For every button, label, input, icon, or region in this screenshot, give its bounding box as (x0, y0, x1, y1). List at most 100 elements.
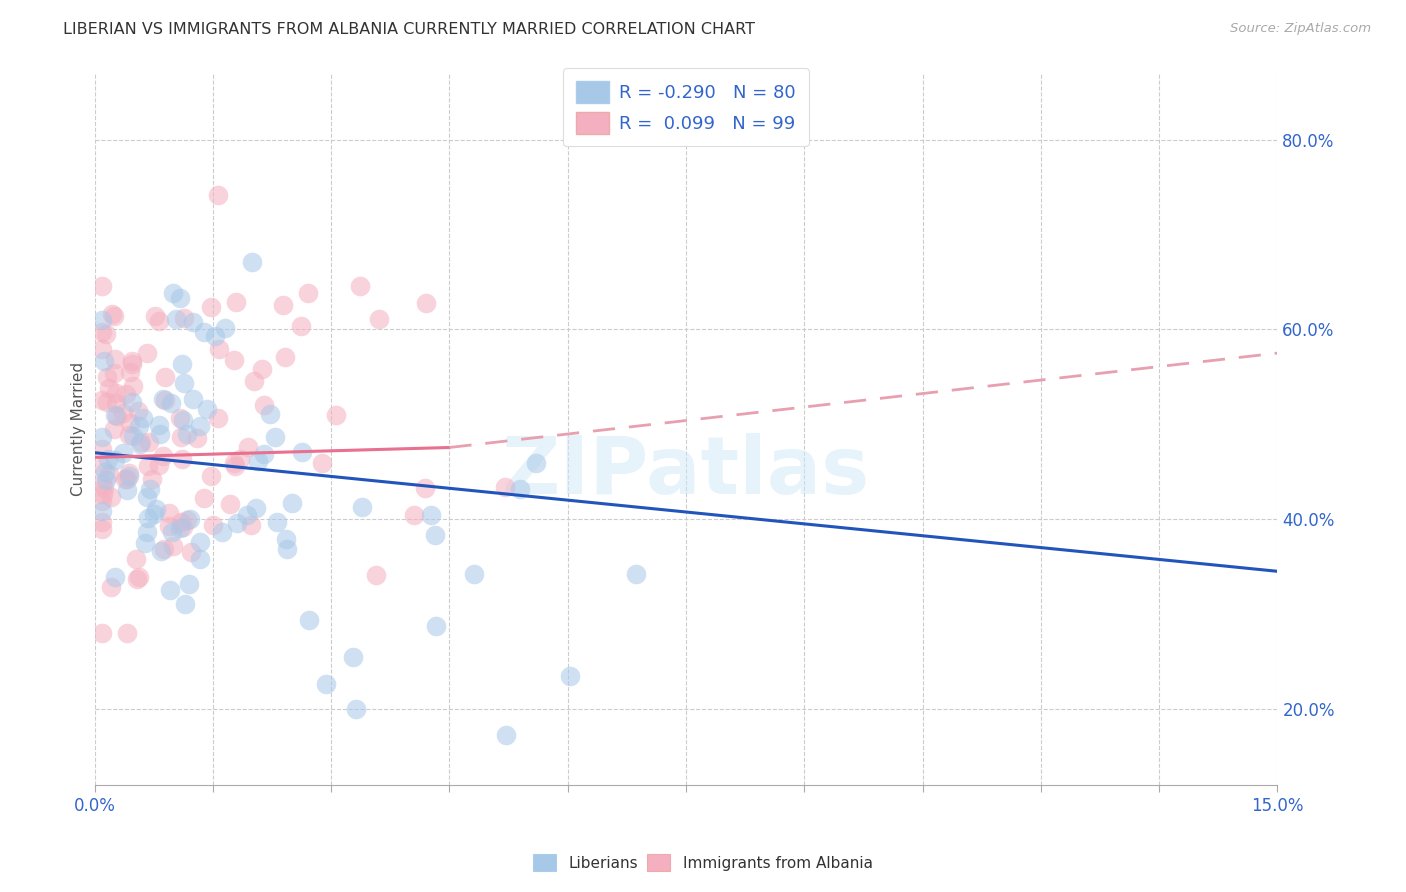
Point (297, 286, 319, 301)
Point (117, 626, 139, 640)
Point (121, 357, 143, 371)
Point (148, 314, 170, 328)
Point (118, 427, 141, 442)
Point (136, 459, 159, 474)
Point (180, 545, 202, 559)
Point (463, 566, 485, 581)
Point (96, 370, 118, 384)
Point (91, 279, 114, 293)
Point (224, 457, 246, 471)
Point (104, 386, 127, 401)
Point (111, 445, 134, 459)
Point (219, 497, 242, 511)
Legend: R = -0.290   N = 80, R =  0.099   N = 99: R = -0.290 N = 80, R = 0.099 N = 99 (564, 68, 808, 146)
Point (134, 535, 156, 549)
Point (115, 483, 138, 497)
Point (91, 522, 114, 536)
Point (91, 486, 114, 500)
Point (402, 508, 425, 522)
Point (148, 458, 170, 473)
Point (93, 481, 115, 495)
Point (174, 597, 197, 611)
Point (143, 507, 166, 521)
Point (170, 451, 193, 466)
Point (121, 354, 143, 368)
Point (153, 369, 176, 384)
Point (91, 476, 114, 491)
Point (315, 677, 337, 691)
Point (240, 254, 263, 268)
Point (162, 286, 184, 301)
Point (423, 528, 446, 542)
Point (105, 409, 128, 423)
Point (117, 468, 139, 483)
Point (214, 321, 236, 335)
Point (179, 512, 201, 526)
Point (626, 567, 648, 582)
Point (172, 413, 194, 427)
Point (128, 418, 150, 433)
Point (159, 506, 181, 520)
Point (141, 472, 163, 486)
Point (139, 482, 162, 496)
Point (181, 392, 204, 406)
Point (246, 453, 269, 467)
Point (176, 513, 198, 527)
Legend: Liberians, Immigrants from Albania: Liberians, Immigrants from Albania (527, 848, 879, 877)
Point (136, 490, 159, 504)
Point (290, 319, 312, 334)
Point (243, 374, 266, 388)
Point (114, 387, 136, 401)
Point (226, 516, 249, 530)
Point (524, 456, 547, 470)
Point (138, 434, 160, 449)
Point (225, 295, 247, 310)
Point (181, 315, 204, 329)
Point (245, 500, 267, 515)
Text: ZIPatlas: ZIPatlas (502, 433, 870, 511)
Point (153, 541, 176, 556)
Point (193, 325, 215, 339)
Point (250, 361, 273, 376)
Point (425, 619, 447, 633)
Point (121, 429, 143, 443)
Point (103, 422, 125, 436)
Point (349, 279, 371, 293)
Point (188, 418, 211, 433)
Point (169, 291, 191, 305)
Point (91, 325, 114, 339)
Point (97, 381, 120, 395)
Point (96, 394, 118, 409)
Point (266, 515, 288, 529)
Point (415, 295, 437, 310)
Point (276, 532, 298, 546)
Point (104, 351, 127, 366)
Point (271, 298, 294, 312)
Point (111, 406, 134, 420)
Point (157, 519, 180, 533)
Point (100, 490, 122, 504)
Point (325, 408, 347, 422)
Point (311, 456, 333, 470)
Point (204, 328, 226, 343)
Point (149, 543, 172, 558)
Point (125, 573, 148, 587)
Point (132, 411, 155, 425)
Point (344, 702, 367, 716)
Point (264, 430, 287, 444)
Point (188, 551, 211, 566)
Point (173, 376, 195, 391)
Point (91, 504, 114, 518)
Point (125, 552, 148, 566)
Point (100, 581, 122, 595)
Point (280, 496, 302, 510)
Point (166, 311, 188, 326)
Point (152, 392, 174, 407)
Point (170, 357, 193, 371)
Point (91, 392, 114, 407)
Point (159, 396, 181, 410)
Point (291, 444, 314, 458)
Point (188, 534, 211, 549)
Point (152, 450, 174, 464)
Point (153, 393, 176, 408)
